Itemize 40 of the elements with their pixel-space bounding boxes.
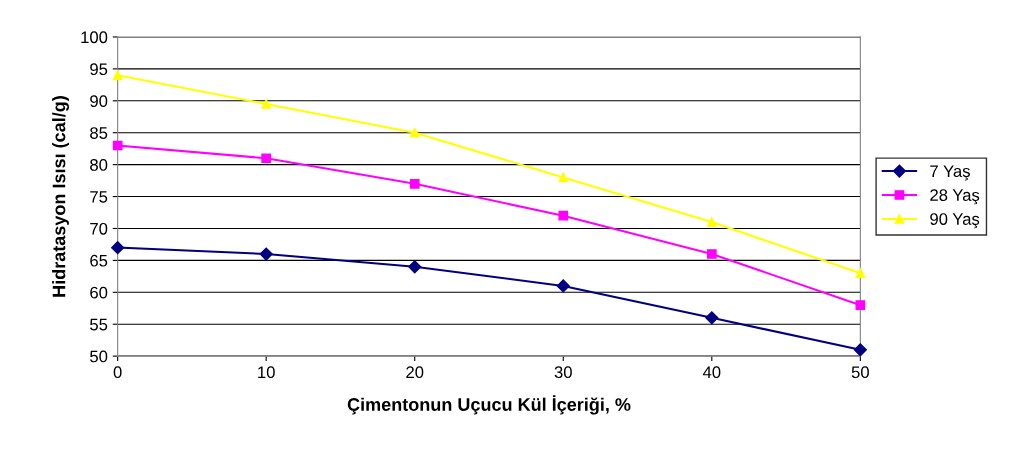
- point: [706, 217, 717, 227]
- point: [705, 311, 719, 325]
- x-tick-label: 50: [851, 366, 869, 379]
- legend-label: 7 Yaş: [930, 165, 970, 181]
- x-tick-label: 40: [702, 366, 721, 379]
- x-tick-label: 10: [258, 366, 275, 379]
- y-tick-label: 75: [90, 191, 108, 203]
- point: [558, 210, 569, 221]
- point: [855, 300, 866, 310]
- x-tick-label: 20: [406, 366, 424, 379]
- point: [855, 268, 866, 279]
- point: [409, 127, 420, 138]
- x-tick-label: 30: [554, 366, 572, 379]
- y-tick-label: 55: [90, 318, 108, 331]
- y-tick-label: 50: [90, 350, 108, 363]
- point: [111, 241, 125, 255]
- point: [261, 153, 272, 164]
- y-tick-label: 100: [81, 31, 108, 44]
- point: [259, 247, 273, 261]
- point: [112, 70, 123, 81]
- y-tick-label: 85: [90, 127, 108, 139]
- y-tick-label: 90: [90, 95, 108, 108]
- legend-label: 28 Yaş: [930, 189, 980, 205]
- point: [112, 140, 123, 151]
- point: [558, 172, 569, 183]
- point: [409, 178, 420, 189]
- y-tick-label: 65: [90, 254, 108, 267]
- x-tick-label: 0: [113, 366, 122, 379]
- y-tick-label: 95: [90, 63, 108, 76]
- point: [706, 249, 717, 259]
- point: [261, 99, 272, 109]
- legend-label: 90 Yaş: [930, 213, 980, 229]
- y-tick-label: 70: [90, 222, 108, 235]
- y-axis-title: Hidratasyon Isısı (cal/g): [52, 96, 70, 297]
- x-axis-title: Çimentonun Uçucu Kül İçeriği, %: [347, 395, 631, 415]
- point: [556, 279, 570, 293]
- point: [408, 260, 422, 274]
- y-tick-label: 80: [90, 159, 108, 171]
- point: [853, 343, 867, 357]
- y-tick-label: 60: [90, 286, 108, 299]
